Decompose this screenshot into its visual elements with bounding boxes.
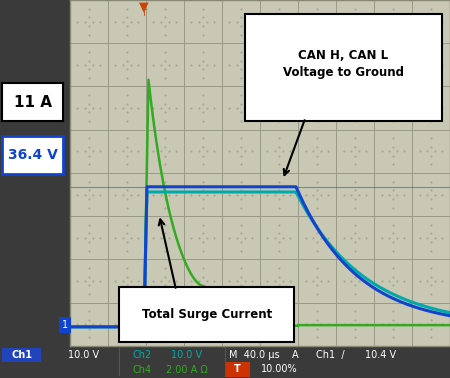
Text: Ch4: Ch4 — [132, 365, 151, 375]
Text: 10.0 V: 10.0 V — [68, 350, 99, 360]
Text: 11 A: 11 A — [14, 94, 52, 110]
Text: 36.4 V: 36.4 V — [8, 148, 58, 162]
Text: 10.00%: 10.00% — [261, 364, 297, 374]
Text: M  40.0 µs: M 40.0 µs — [229, 350, 279, 360]
Text: T: T — [141, 9, 146, 18]
Text: 2.00 A Ω: 2.00 A Ω — [166, 365, 207, 375]
Text: 10.0 V: 10.0 V — [171, 350, 202, 360]
Text: 10.4 V: 10.4 V — [364, 350, 396, 360]
Text: T: T — [234, 364, 241, 374]
Text: Total Surge Current: Total Surge Current — [141, 308, 272, 321]
Text: 1: 1 — [62, 320, 68, 330]
FancyBboxPatch shape — [119, 287, 294, 342]
Text: Ch1  /: Ch1 / — [316, 350, 345, 360]
FancyBboxPatch shape — [2, 348, 40, 362]
FancyBboxPatch shape — [225, 362, 250, 376]
Text: CAN H, CAN L
Voltage to Ground: CAN H, CAN L Voltage to Ground — [283, 49, 404, 79]
Text: ▼: ▼ — [139, 0, 149, 13]
FancyBboxPatch shape — [245, 14, 442, 121]
Text: Ch2: Ch2 — [132, 350, 151, 360]
Text: A: A — [292, 350, 298, 360]
Text: Ch1: Ch1 — [11, 350, 32, 360]
